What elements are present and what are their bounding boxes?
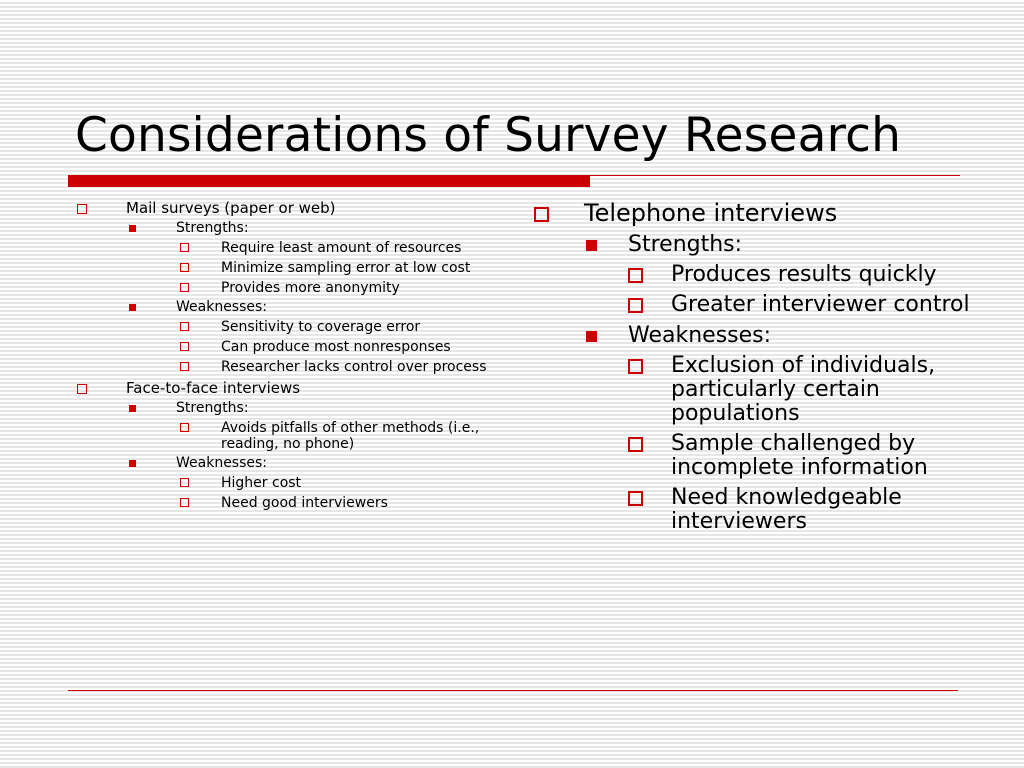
hollow-square-bullet-icon xyxy=(77,204,87,214)
point-text: Can produce most nonresponses xyxy=(221,339,451,355)
list-item: Need good interviewers xyxy=(176,495,505,511)
list-item: Sample challenged by incomplete informat… xyxy=(628,432,972,480)
list-item: Higher cost xyxy=(176,475,505,491)
title-underline-thin xyxy=(590,175,960,176)
hollow-square-bullet-icon xyxy=(628,491,643,506)
point-text: Researcher lacks control over process xyxy=(221,359,487,375)
topic-label: Face-to-face interviews xyxy=(126,379,301,397)
strengths-label: Strengths: xyxy=(176,220,249,236)
list-item-weaknesses: Weaknesses: Sensitivity to coverage erro… xyxy=(126,299,505,375)
point-text: Minimize sampling error at low cost xyxy=(221,260,471,276)
hollow-square-bullet-icon xyxy=(180,423,189,432)
list-item: Greater interviewer control xyxy=(628,293,972,317)
right-column: Telephone interviews Strengths: Produces… xyxy=(532,198,972,534)
list-item: Can produce most nonresponses xyxy=(176,339,505,355)
list-item-strengths: Strengths: Produces results quickly Grea… xyxy=(584,233,972,317)
hollow-square-bullet-icon xyxy=(180,322,189,331)
point-text: Exclusion of individuals, particularly c… xyxy=(671,353,936,426)
list-item-telephone: Telephone interviews Strengths: Produces… xyxy=(532,200,972,534)
point-text: Provides more anonymity xyxy=(221,280,400,296)
hollow-square-bullet-icon xyxy=(534,207,549,222)
solid-square-bullet-icon xyxy=(586,331,597,342)
weaknesses-label: Weaknesses: xyxy=(176,299,268,315)
list-item-mail-surveys: Mail surveys (paper or web) Strengths: R… xyxy=(75,200,505,375)
hollow-square-bullet-icon xyxy=(180,243,189,252)
left-column: Mail surveys (paper or web) Strengths: R… xyxy=(75,199,505,511)
title-underline-thick xyxy=(68,175,590,187)
list-item: Need knowledgeable interviewers xyxy=(628,486,972,534)
point-text: Higher cost xyxy=(221,475,302,491)
point-text: Sensitivity to coverage error xyxy=(221,319,421,335)
point-text: Need knowledgeable interviewers xyxy=(671,485,902,534)
solid-square-bullet-icon xyxy=(129,460,136,467)
strengths-label: Strengths: xyxy=(176,400,249,416)
hollow-square-bullet-icon xyxy=(628,437,643,452)
point-text: Avoids pitfalls of other methods (i.e., … xyxy=(221,420,480,452)
hollow-square-bullet-icon xyxy=(180,263,189,272)
hollow-square-bullet-icon xyxy=(180,342,189,351)
hollow-square-bullet-icon xyxy=(628,268,643,283)
point-text: Greater interviewer control xyxy=(671,292,970,317)
hollow-square-bullet-icon xyxy=(180,498,189,507)
hollow-square-bullet-icon xyxy=(628,298,643,313)
hollow-square-bullet-icon xyxy=(180,283,189,292)
solid-square-bullet-icon xyxy=(129,304,136,311)
solid-square-bullet-icon xyxy=(129,225,136,232)
list-item-face-to-face: Face-to-face interviews Strengths: Avoid… xyxy=(75,380,505,511)
list-item: Require least amount of resources xyxy=(176,240,505,256)
list-item-strengths: Strengths: Avoids pitfalls of other meth… xyxy=(126,400,505,452)
point-text: Produces results quickly xyxy=(671,262,937,287)
list-item-weaknesses: Weaknesses: Exclusion of individuals, pa… xyxy=(584,324,972,534)
weaknesses-label: Weaknesses: xyxy=(176,455,268,471)
list-item: Produces results quickly xyxy=(628,263,972,287)
hollow-square-bullet-icon xyxy=(180,362,189,371)
topic-label: Mail surveys (paper or web) xyxy=(126,199,336,217)
list-item: Provides more anonymity xyxy=(176,280,505,296)
list-item-strengths: Strengths: Require least amount of resou… xyxy=(126,220,505,296)
list-item: Avoids pitfalls of other methods (i.e., … xyxy=(176,420,505,452)
slide-title: Considerations of Survey Research xyxy=(75,108,902,163)
weaknesses-label: Weaknesses: xyxy=(628,323,772,348)
solid-square-bullet-icon xyxy=(129,405,136,412)
hollow-square-bullet-icon xyxy=(628,359,643,374)
point-text: Need good interviewers xyxy=(221,495,388,511)
strengths-label: Strengths: xyxy=(628,232,743,257)
footer-divider xyxy=(68,690,958,691)
list-item: Minimize sampling error at low cost xyxy=(176,260,505,276)
hollow-square-bullet-icon xyxy=(77,384,87,394)
point-text: Sample challenged by incomplete informat… xyxy=(671,431,928,480)
list-item: Researcher lacks control over process xyxy=(176,359,505,375)
topic-label: Telephone interviews xyxy=(584,199,838,227)
list-item: Sensitivity to coverage error xyxy=(176,319,505,335)
list-item: Exclusion of individuals, particularly c… xyxy=(628,354,972,426)
hollow-square-bullet-icon xyxy=(180,478,189,487)
list-item-weaknesses: Weaknesses: Higher cost Need good interv… xyxy=(126,455,505,511)
point-text: Require least amount of resources xyxy=(221,240,462,256)
solid-square-bullet-icon xyxy=(586,240,597,251)
